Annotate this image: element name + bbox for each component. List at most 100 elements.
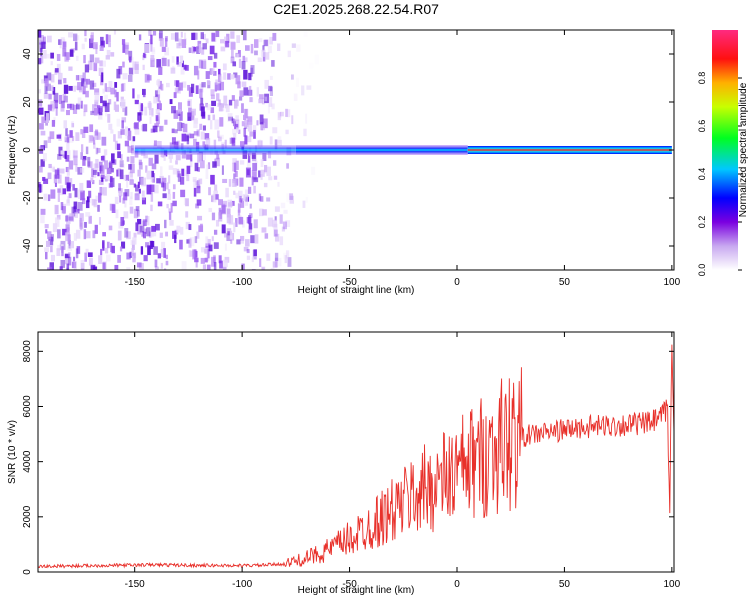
noise-cell [75,248,79,259]
noise-cell [227,231,232,236]
noise-cell [196,199,202,206]
noise-cell [111,153,115,164]
noise-cell [100,248,103,256]
noise-cell [200,106,205,117]
noise-cell [269,75,273,80]
noise-cell [263,169,267,174]
noise-cell [246,255,251,260]
band-strong [467,146,672,154]
noise-cell [120,99,126,109]
noise-cell [153,184,159,194]
noise-cell [66,134,70,144]
noise-cell [147,245,151,256]
noise-cell [85,231,91,239]
noise-cell [39,184,42,193]
noise-cell [211,100,217,107]
noise-cell [116,118,120,127]
noise-cell [92,104,96,114]
noise-cell [254,50,258,56]
noise-cell [149,240,153,250]
noise-cell [205,244,209,253]
x-tick-label: -50 [342,277,357,288]
noise-cell [223,95,228,106]
noise-cell [110,167,114,173]
noise-cell [72,135,75,142]
noise-cell [181,60,184,68]
noise-cell [289,193,294,200]
noise-cell [262,153,267,161]
noise-cell [266,166,271,177]
noise-cell [64,52,69,62]
noise-cell [153,140,157,147]
noise-cell [179,111,183,121]
noise-cell [77,82,82,91]
noise-cell [205,169,209,179]
noise-cell [236,239,241,245]
noise-cell [233,162,237,173]
noise-cell [285,108,288,117]
noise-cell [169,99,173,105]
noise-cell [42,176,46,181]
noise-cell [88,135,93,143]
noise-cell [86,78,91,85]
noise-cell [90,177,94,182]
noise-cell [197,167,200,172]
noise-cell [126,231,131,240]
noise-cell [285,250,290,259]
noise-cell [266,253,271,261]
noise-cell [68,32,73,38]
noise-cell [52,167,55,172]
noise-cell [50,74,55,83]
colorbar-tick-label: 0.4 [697,168,707,181]
noise-cell [280,202,286,209]
noise-cell [68,239,71,249]
noise-cell [86,196,90,203]
noise-cell [197,215,203,221]
noise-cell [75,75,80,81]
noise-cell [178,82,183,91]
noise-cell [173,92,177,99]
noise-cell [230,238,233,244]
noise-cell [224,232,229,238]
noise-cell [154,90,158,98]
noise-cell [158,80,162,90]
noise-cell [176,225,181,233]
noise-cell [144,228,147,234]
noise-cell [155,223,160,231]
noise-cell [232,128,237,135]
noise-cell [141,177,147,187]
noise-cell [128,67,134,75]
noise-cell [134,122,139,130]
noise-cell [133,232,137,238]
noise-cell [94,224,98,234]
noise-cell [302,200,306,208]
noise-cell [119,163,125,169]
noise-cell [188,47,192,53]
y-tick-label: 6000 [22,395,33,418]
y-tick-label: 4000 [22,450,33,473]
noise-cell [50,52,54,59]
noise-cell [283,209,288,214]
noise-cell [240,235,245,241]
noise-cell [47,267,50,270]
noise-cell [215,30,220,38]
noise-cell [130,172,133,178]
noise-cell [213,139,217,150]
noise-cell [188,87,193,97]
noise-cell [39,148,44,154]
noise-cell [306,85,312,90]
noise-cell [206,79,210,86]
noise-cell [144,44,150,53]
noise-cell [76,55,79,62]
noise-cell [188,107,192,117]
noise-cell [126,156,130,162]
noise-cell [62,188,67,195]
noise-cell [110,52,115,57]
noise-cell [136,262,142,268]
noise-cell [144,73,150,83]
noise-cell [43,36,46,45]
noise-cell [202,43,207,50]
noise-cell [120,129,125,135]
noise-cell [177,170,181,178]
noise-cell [131,145,134,154]
